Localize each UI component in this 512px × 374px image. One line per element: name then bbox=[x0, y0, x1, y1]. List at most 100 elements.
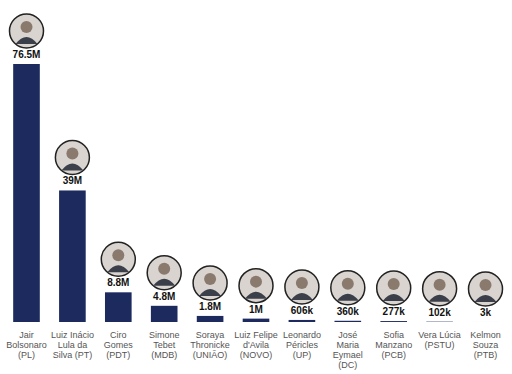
x-tick-label: KelmonSouza(PTB) bbox=[470, 330, 501, 360]
avatar-circle bbox=[331, 271, 365, 305]
avatar-head bbox=[158, 263, 170, 275]
bars bbox=[13, 64, 499, 322]
data-label: 1.8M bbox=[199, 301, 221, 312]
x-tick-label-line: (MDB) bbox=[151, 350, 177, 360]
bar bbox=[426, 321, 453, 322]
x-tick: SorayaThronicke(UNIÃO) bbox=[190, 322, 230, 360]
x-axis-line bbox=[5, 322, 509, 323]
avatar-circle bbox=[55, 140, 89, 174]
avatar bbox=[423, 272, 457, 306]
avatar bbox=[55, 140, 89, 174]
data-label: 1M bbox=[249, 304, 263, 315]
avatar-circle bbox=[469, 272, 503, 306]
x-tick-label-line: Luiz Inácio bbox=[51, 330, 94, 340]
x-tick: JairBolsonaro(PL) bbox=[6, 322, 47, 360]
x-tick-label-line: Lula da bbox=[58, 340, 88, 350]
bar bbox=[289, 320, 316, 322]
data-label: 606k bbox=[291, 305, 314, 316]
x-tick-label: Vera Lúcia(PSTU) bbox=[418, 330, 461, 350]
avatar-circle bbox=[9, 14, 43, 48]
x-tick-label-line: d'Avila bbox=[243, 340, 269, 350]
avatar-circle bbox=[423, 272, 457, 306]
x-tick-label: Luiz Feliped'Avila(NOVO) bbox=[234, 330, 278, 360]
x-tick-label-line: Leonardo bbox=[283, 330, 321, 340]
avatar-circle bbox=[147, 256, 181, 290]
avatar-body bbox=[475, 295, 497, 302]
plot: JairBolsonaro(PL)Luiz InácioLula daSilva… bbox=[5, 14, 509, 370]
x-tick-label-line: (UNIÃO) bbox=[193, 350, 228, 360]
x-tick-label-line: (PSTU) bbox=[425, 340, 455, 350]
bar bbox=[380, 321, 407, 322]
x-tick-label: Luiz InácioLula daSilva (PT) bbox=[51, 330, 94, 360]
x-tick-label-line: Silva (PT) bbox=[53, 350, 93, 360]
avatar-circle bbox=[377, 271, 411, 305]
avatar-body bbox=[199, 289, 221, 296]
avatar-body bbox=[107, 265, 129, 272]
avatar-body bbox=[61, 163, 83, 170]
avatar bbox=[147, 256, 181, 290]
x-tick-label: JoséMariaEymael(DC) bbox=[333, 330, 363, 370]
bar bbox=[197, 316, 224, 322]
avatar bbox=[193, 266, 227, 300]
x-tick-label-line: Maria bbox=[337, 340, 360, 350]
x-tick-label-line: (PL) bbox=[18, 350, 35, 360]
bar bbox=[59, 190, 86, 322]
x-tick-label-line: Bolsonaro bbox=[6, 340, 47, 350]
data-label: 3k bbox=[480, 307, 492, 318]
avatar-head bbox=[296, 277, 308, 289]
x-tick-label-line: Gomes bbox=[104, 340, 134, 350]
x-tick-label: SimoneTebet(MDB) bbox=[149, 330, 180, 360]
avatar-body bbox=[383, 294, 405, 301]
x-tick-label-line: (UP) bbox=[293, 350, 312, 360]
x-tick-label: CiroGomes(PDT) bbox=[104, 330, 134, 360]
x-tick-label: SofiaManzano(PCB) bbox=[375, 330, 412, 360]
data-label: 76.5M bbox=[13, 49, 41, 60]
x-tick: SimoneTebet(MDB) bbox=[149, 322, 180, 360]
x-tick-label-line: Simone bbox=[149, 330, 180, 340]
bar bbox=[334, 321, 361, 322]
data-label: 4.8M bbox=[153, 291, 175, 302]
x-tick: Luiz InácioLula daSilva (PT) bbox=[51, 322, 94, 360]
x-tick-label-line: Ciro bbox=[110, 330, 127, 340]
x-tick-label-line: (NOVO) bbox=[240, 350, 273, 360]
avatar-head bbox=[250, 276, 262, 288]
x-tick-label-line: Manzano bbox=[375, 340, 412, 350]
avatar-head bbox=[66, 147, 78, 159]
x-tick: Vera Lúcia(PSTU) bbox=[418, 322, 461, 350]
bar bbox=[472, 321, 499, 322]
x-tick-label-line: Vera Lúcia bbox=[418, 330, 461, 340]
avatar bbox=[285, 270, 319, 304]
avatar-body bbox=[15, 37, 37, 44]
bar bbox=[151, 306, 178, 322]
x-tick-label-line: (PCB) bbox=[381, 350, 406, 360]
avatar-body bbox=[429, 295, 451, 302]
x-tick-label-line: (PTB) bbox=[474, 350, 498, 360]
avatar-circle bbox=[193, 266, 227, 300]
data-label: 277k bbox=[383, 306, 406, 317]
x-tick: CiroGomes(PDT) bbox=[104, 322, 134, 360]
avatar-head bbox=[480, 279, 492, 291]
avatar-head bbox=[20, 21, 32, 33]
x-tick-label-line: Sofia bbox=[383, 330, 404, 340]
x-axis: JairBolsonaro(PL)Luiz InácioLula daSilva… bbox=[5, 322, 509, 370]
x-tick: JoséMariaEymael(DC) bbox=[333, 322, 363, 370]
x-tick-label-line: Soraya bbox=[196, 330, 225, 340]
x-tick-label-line: (DC) bbox=[338, 360, 357, 370]
x-tick-label-line: Eymael bbox=[333, 350, 363, 360]
x-tick-label: JairBolsonaro(PL) bbox=[6, 330, 47, 360]
avatar-circle bbox=[285, 270, 319, 304]
x-tick-label-line: (PDT) bbox=[106, 350, 130, 360]
avatar-head bbox=[388, 278, 400, 290]
data-label: 102k bbox=[428, 307, 451, 318]
x-tick-label: SorayaThronicke(UNIÃO) bbox=[190, 330, 230, 360]
chart: JairBolsonaro(PL)Luiz InácioLula daSilva… bbox=[0, 0, 512, 374]
data-label: 360k bbox=[337, 306, 360, 317]
avatar bbox=[469, 272, 503, 306]
avatar bbox=[239, 269, 273, 303]
x-tick-label-line: José bbox=[338, 330, 357, 340]
avatar-head bbox=[204, 273, 216, 285]
avatar-head bbox=[112, 249, 124, 261]
x-tick-label-line: Jair bbox=[19, 330, 34, 340]
x-tick-label: LeonardoPéricles(UP) bbox=[283, 330, 321, 360]
x-tick-label-line: Thronicke bbox=[190, 340, 230, 350]
